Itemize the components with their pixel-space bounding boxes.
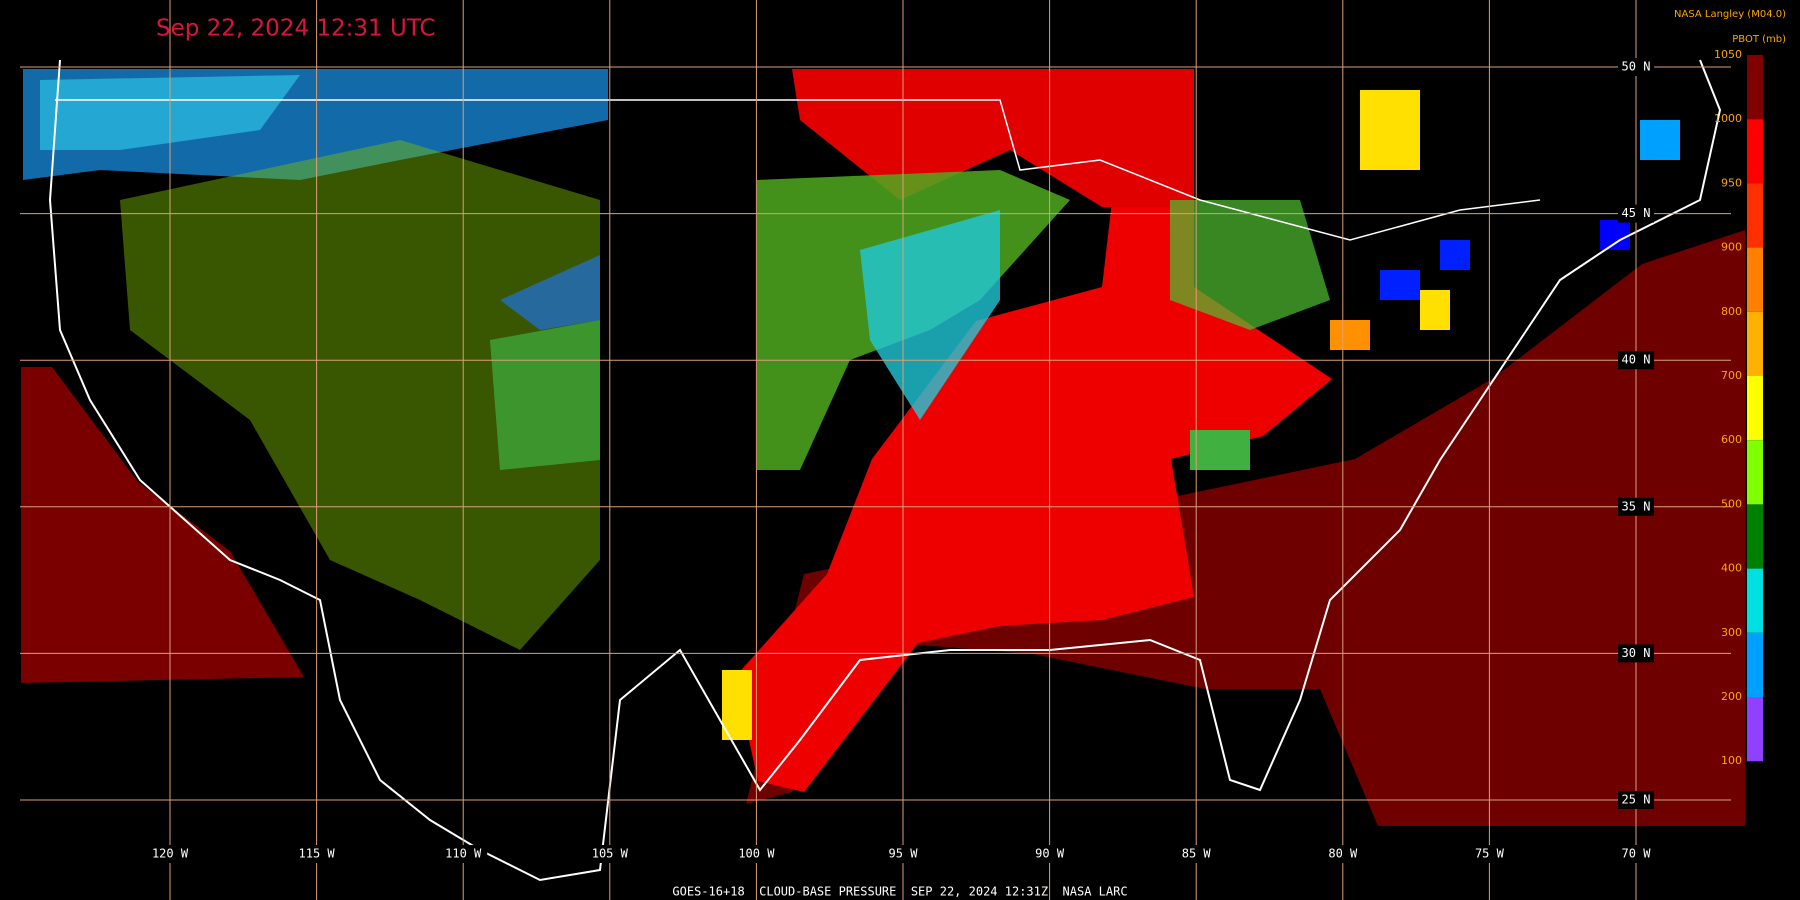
label-background [732, 845, 781, 863]
label-background [1618, 351, 1654, 370]
longitude-label: 120 W [152, 847, 189, 861]
scale-label: 700 [1721, 369, 1742, 382]
label-background [1618, 204, 1654, 223]
scale-label: 500 [1721, 497, 1742, 510]
scale-label: 400 [1721, 562, 1742, 575]
high-cloud [1380, 270, 1420, 300]
caption: GOES-16+18 CLOUD-BASE PRESSURE SEP 22, 2… [672, 885, 1127, 899]
scale-segment [1747, 376, 1763, 441]
scale-label: 600 [1721, 433, 1742, 446]
longitude-label: 105 W [592, 847, 629, 861]
credit: NASA Langley (M04.0) [1674, 9, 1786, 20]
coastline [48, 59, 1722, 882]
high-cloud [1440, 240, 1470, 270]
mid-cloud [120, 140, 600, 650]
label-background [1618, 58, 1654, 76]
latitude-label: 35 N [1622, 499, 1651, 513]
mid-cloud [1420, 290, 1450, 330]
mid-cloud [1360, 90, 1420, 170]
high-cloud [500, 255, 600, 330]
scale-segment [1747, 632, 1763, 697]
mid-cloud [722, 670, 752, 740]
graticule-labels: 120 W 115 W 110 W 105 W 100 W 95 W 90 W 85 W 80 … [146, 58, 1660, 863]
latitude-label: 25 N [1622, 793, 1651, 807]
scale-label: 100 [1721, 754, 1742, 767]
scale-label: 900 [1721, 241, 1742, 254]
low-cloud [792, 69, 1194, 207]
ocean-low-cloud [746, 230, 1745, 826]
mid-cloud [490, 320, 600, 470]
scale-label: 950 [1721, 176, 1742, 189]
scale-label: 1050 [1714, 48, 1742, 61]
label-background [146, 845, 194, 863]
label-background [1318, 845, 1367, 863]
longitude-label: 80 W [1328, 847, 1358, 861]
cloud-imagery [21, 69, 1745, 826]
latitude-label: 50 N [1622, 60, 1651, 74]
label-background [1618, 644, 1654, 663]
scale-segment [1747, 568, 1763, 633]
scale-segment [1747, 247, 1763, 312]
scale-label: 1000 [1714, 112, 1742, 125]
label-background [1172, 845, 1221, 863]
graticule [20, 0, 1731, 900]
scale-segment [1747, 311, 1763, 376]
mid-cloud [1330, 320, 1370, 350]
label-background [1612, 845, 1660, 863]
ocean-low-cloud [21, 367, 304, 683]
mid-cloud [1170, 200, 1330, 330]
label-background [879, 845, 927, 863]
high-cloud [1600, 220, 1630, 250]
label-background [1465, 845, 1514, 863]
scale-segment [1747, 697, 1763, 762]
mid-cloud [1190, 430, 1250, 470]
label-background [585, 845, 634, 863]
label-background [439, 845, 488, 863]
scale-segment [1747, 119, 1763, 184]
latitude-label: 30 N [1622, 646, 1651, 660]
longitude-label: 75 W [1475, 847, 1505, 861]
timestamp: Sep 22, 2024 12:31 UTC [156, 16, 436, 42]
scale-label: 200 [1721, 690, 1742, 703]
longitude-label: 115 W [299, 847, 336, 861]
mid-cloud [860, 210, 1000, 420]
scale-label: 800 [1721, 305, 1742, 318]
scale-label: 300 [1721, 626, 1742, 639]
color-scale: 1050 1000 950 900 800 700 600 500 400 300 200 100 [1714, 48, 1763, 767]
latitude-label: 45 N [1622, 206, 1651, 220]
scale-segment [1747, 183, 1763, 248]
label-background [1618, 497, 1654, 516]
label-background [1618, 791, 1654, 809]
scale-segment [1747, 504, 1763, 569]
longitude-label: 85 W [1182, 847, 1212, 861]
border [55, 99, 1541, 241]
longitude-label: 95 W [889, 847, 919, 861]
longitude-label: 100 W [738, 847, 775, 861]
longitude-label: 90 W [1035, 847, 1065, 861]
scale-segment [1747, 55, 1763, 120]
scale-segment [1747, 440, 1763, 505]
high-cloud [1640, 120, 1680, 160]
label-background [1025, 845, 1074, 863]
longitude-label: 70 W [1622, 847, 1652, 861]
label-background [292, 845, 341, 863]
longitude-label: 110 W [445, 847, 482, 861]
latitude-label: 40 N [1622, 353, 1651, 367]
legend-title: PBOT (mb) [1732, 34, 1786, 45]
